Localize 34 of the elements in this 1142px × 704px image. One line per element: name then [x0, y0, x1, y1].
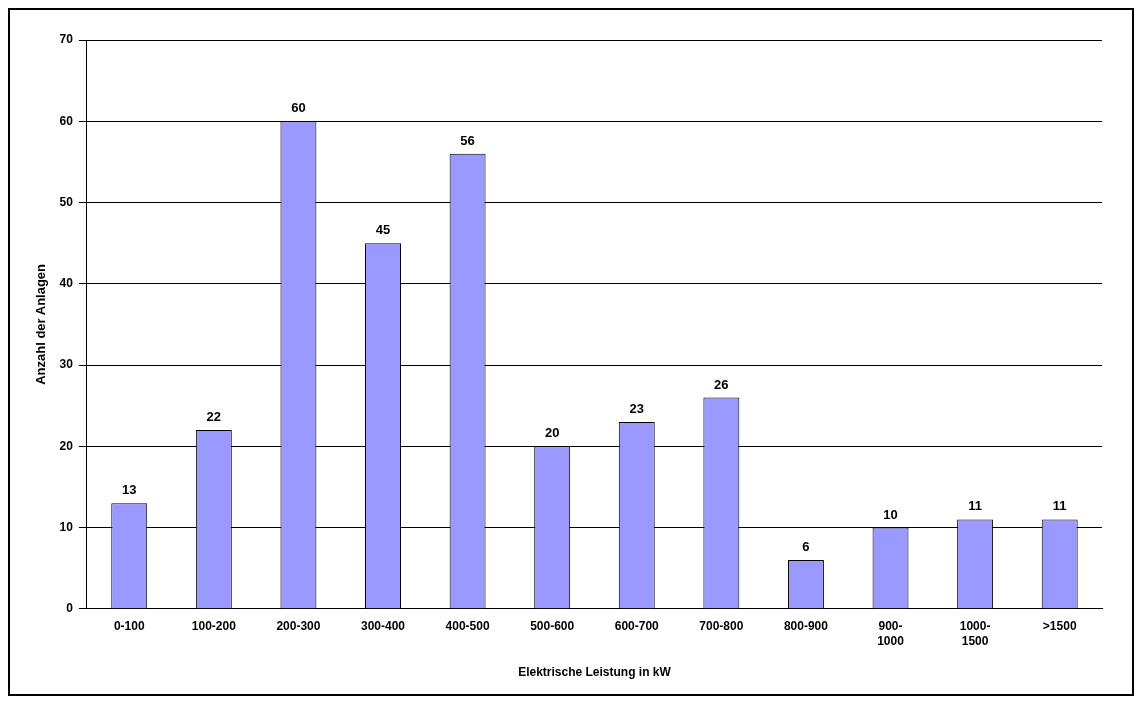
data-label: 13 [122, 482, 137, 498]
data-label: 60 [291, 100, 306, 116]
x-tick-label: 1000-1500 [959, 619, 991, 648]
data-label: 11 [1052, 498, 1067, 514]
x-tick-label: >1500 [1042, 619, 1077, 634]
x-tick-label: 600-700 [614, 619, 660, 634]
x-tick-label: 500-600 [530, 619, 575, 634]
data-label: 45 [375, 222, 391, 238]
data-label: 22 [206, 409, 222, 425]
x-axis-title: Elektrische Leistung in kW [518, 665, 672, 680]
x-tick-label: 200-300 [276, 619, 321, 634]
y-tick-label: 50 [59, 194, 74, 209]
y-tick-label: 20 [59, 438, 74, 453]
x-tick-label: 800-900 [783, 619, 829, 634]
y-axis-title: Anzahl der Anlagen [33, 263, 49, 385]
y-tick-label: 70 [59, 32, 74, 47]
y-tick-label: 10 [59, 519, 74, 534]
y-tick-label: 60 [59, 113, 74, 128]
x-tick-label: 400-500 [445, 619, 490, 634]
x-tick-label: 300-400 [360, 619, 406, 634]
x-tick-label: 900-1000 [877, 619, 905, 648]
x-tick-label: 100-200 [191, 619, 237, 634]
x-tick-label: 700-800 [699, 619, 744, 634]
data-label: 6 [802, 539, 810, 555]
x-tick-label: 0-100 [113, 619, 145, 634]
y-tick-label: 0 [66, 601, 74, 616]
data-label: 20 [544, 425, 560, 441]
y-tick-label: 30 [59, 357, 74, 372]
y-tick-label: 40 [59, 276, 74, 291]
data-label: 26 [714, 376, 729, 392]
data-label: 56 [460, 132, 475, 148]
data-label: 23 [629, 400, 644, 416]
data-label: 11 [968, 498, 982, 514]
data-label: 10 [883, 506, 898, 522]
